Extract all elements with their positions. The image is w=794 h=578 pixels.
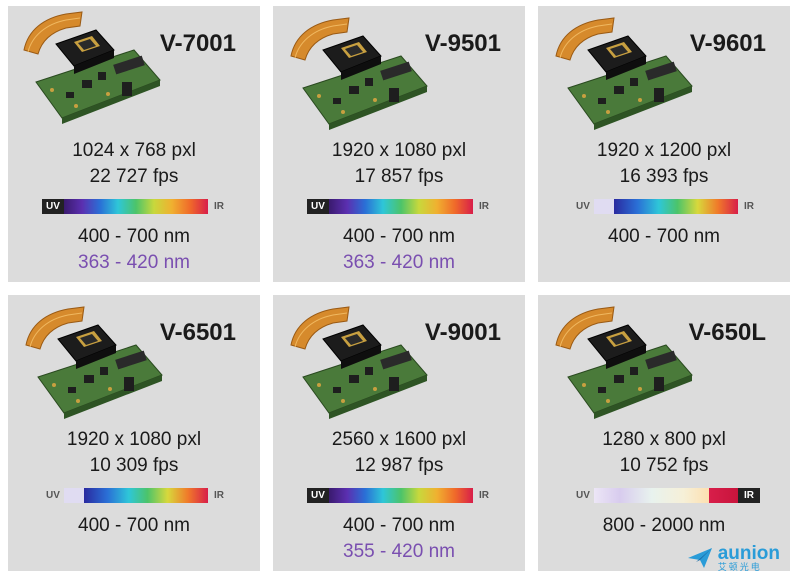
ir-label: IR xyxy=(479,490,489,501)
resolution: 1280 x 800 pxl xyxy=(602,429,726,450)
frame-rate: 10 752 fps xyxy=(619,455,709,476)
model-name: V-7001 xyxy=(159,30,236,57)
model-name: V-9501 xyxy=(424,30,501,57)
spectrum-bar: UV IR xyxy=(42,199,230,214)
ir-label: IR xyxy=(738,488,760,503)
uv-band: 363 - 420 nm xyxy=(78,252,190,273)
model-name: V-6501 xyxy=(159,319,236,346)
spectrum-bar: UV IR xyxy=(572,199,760,214)
visible-band: 400 - 700 nm xyxy=(608,226,720,247)
model-name: V-9601 xyxy=(689,30,766,57)
uv-band: 355 - 420 nm xyxy=(343,541,455,562)
product-card: V-9001 2560 x 1600 pxl 12 987 fps UV IR … xyxy=(273,295,525,571)
uv-label: UV xyxy=(42,199,64,214)
camera-board-image xyxy=(24,305,164,423)
uv-label: UV xyxy=(46,490,60,501)
paper-plane-icon xyxy=(686,546,714,570)
spectrum-bar: UV IR xyxy=(42,488,230,503)
spectrum-gradient xyxy=(64,199,208,214)
uv-label: UV xyxy=(307,488,329,503)
resolution: 1024 x 768 pxl xyxy=(72,140,196,161)
visible-band: 400 - 700 nm xyxy=(343,515,455,536)
model-name: V-9001 xyxy=(424,319,501,346)
logo-subtitle: 艾顿光电 xyxy=(717,562,762,572)
spectrum-bar: UV IR xyxy=(307,488,495,503)
frame-rate: 17 857 fps xyxy=(354,166,444,187)
ir-label: IR xyxy=(744,201,754,212)
camera-board-image xyxy=(289,305,429,423)
brand-logo: aunion 艾顿光电 xyxy=(686,544,780,572)
resolution: 1920 x 1080 pxl xyxy=(331,140,467,161)
camera-board-image xyxy=(554,305,694,423)
frame-rate: 10 309 fps xyxy=(89,455,179,476)
spectrum-gradient xyxy=(329,488,473,503)
product-card: V-9601 1920 x 1200 pxl 16 393 fps UV IR … xyxy=(538,6,790,282)
visible-band: 400 - 700 nm xyxy=(78,515,190,536)
model-name: V-650L xyxy=(688,319,766,346)
spectrum-gradient xyxy=(594,199,738,214)
ir-label: IR xyxy=(214,201,224,212)
spectrum-gradient xyxy=(64,488,208,503)
frame-rate: 12 987 fps xyxy=(354,455,444,476)
frame-rate: 16 393 fps xyxy=(619,166,709,187)
logo-name: aunion xyxy=(717,543,780,564)
spectrum-bar: UV IR xyxy=(572,488,760,503)
spectrum-gradient xyxy=(594,488,738,503)
product-card: V-7001 1024 x 768 pxl 22 727 fps UV IR 4… xyxy=(8,6,260,282)
spectrum-gradient xyxy=(329,199,473,214)
camera-board-image xyxy=(554,16,694,134)
frame-rate: 22 727 fps xyxy=(89,166,179,187)
resolution: 1920 x 1080 pxl xyxy=(66,429,202,450)
product-card: V-6501 1920 x 1080 pxl 10 309 fps UV IR … xyxy=(8,295,260,571)
visible-band: 400 - 700 nm xyxy=(343,226,455,247)
camera-board-image xyxy=(289,16,429,134)
product-card: V-650L 1280 x 800 pxl 10 752 fps UV IR 8… xyxy=(538,295,790,571)
camera-board-image xyxy=(22,10,162,128)
ir-label: IR xyxy=(214,490,224,501)
nir-band: 800 - 2000 nm xyxy=(602,515,726,536)
spectrum-bar: UV IR xyxy=(307,199,495,214)
product-card: V-9501 1920 x 1080 pxl 17 857 fps UV IR … xyxy=(273,6,525,282)
resolution: 2560 x 1600 pxl xyxy=(331,429,467,450)
uv-label: UV xyxy=(307,199,329,214)
resolution: 1920 x 1200 pxl xyxy=(596,140,732,161)
uv-label: UV xyxy=(576,201,590,212)
uv-band: 363 - 420 nm xyxy=(343,252,455,273)
uv-label: UV xyxy=(576,490,590,501)
ir-label: IR xyxy=(479,201,489,212)
visible-band: 400 - 700 nm xyxy=(78,226,190,247)
